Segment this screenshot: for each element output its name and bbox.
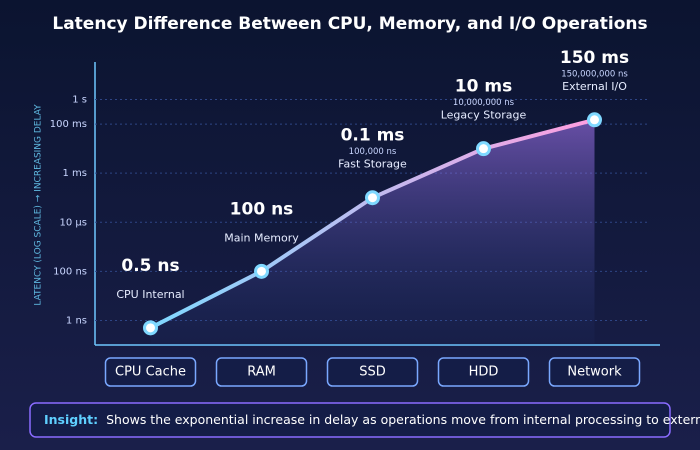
value-label: 0.1 ms <box>341 126 405 146</box>
y-tick-label: 10 µs <box>60 217 87 228</box>
point <box>476 141 491 157</box>
y-axis-label: LATENCY (LOG SCALE) → INCREASING DELAY <box>34 104 44 306</box>
category-box <box>548 357 641 387</box>
detail-label: 150,000,000 ns <box>561 69 628 79</box>
y-tick-label: 1 ms <box>63 168 88 179</box>
point <box>587 112 602 128</box>
category-box <box>437 357 530 387</box>
insight-label: Insight: <box>44 412 98 427</box>
detail-label: 100,000 ns <box>349 147 397 157</box>
point <box>143 320 158 336</box>
y-tick-label: 100 ns <box>53 266 87 277</box>
value-label: 0.5 ns <box>121 256 179 276</box>
x-tick-label: RAM <box>247 365 276 380</box>
x-tick-label: Network <box>567 365 622 380</box>
x-tick-label: SSD <box>359 365 386 380</box>
x-tick-label: HDD <box>469 365 499 380</box>
value-label: 150 ms <box>560 48 629 68</box>
insight-box <box>29 402 671 438</box>
x-tick-label: CPU Cache <box>115 365 186 380</box>
description: Main Memory <box>224 231 299 244</box>
insight-text: Shows the exponential increase in delay … <box>106 412 700 427</box>
value-label: 10 ms <box>455 77 512 97</box>
y-tick-label: 100 ms <box>50 119 87 130</box>
y-tick-label: 1 ns <box>66 315 87 326</box>
detail-label: 10,000,000 ns <box>453 98 515 108</box>
y-tick-label: 1 s <box>72 95 87 106</box>
description: Legacy Storage <box>441 109 527 122</box>
value-label: 100 ns <box>230 199 294 219</box>
description: External I/O <box>562 80 627 93</box>
point <box>365 190 380 206</box>
category-box <box>215 357 308 387</box>
description: CPU Internal <box>116 288 184 301</box>
area <box>150 119 595 345</box>
chart-title: Latency Difference Between CPU, Memory, … <box>52 14 647 34</box>
point <box>254 263 269 279</box>
category-box <box>326 357 419 387</box>
category-box <box>104 357 197 387</box>
insight: Insight: Shows the exponential increase … <box>44 412 700 427</box>
description: Fast Storage <box>338 158 407 171</box>
